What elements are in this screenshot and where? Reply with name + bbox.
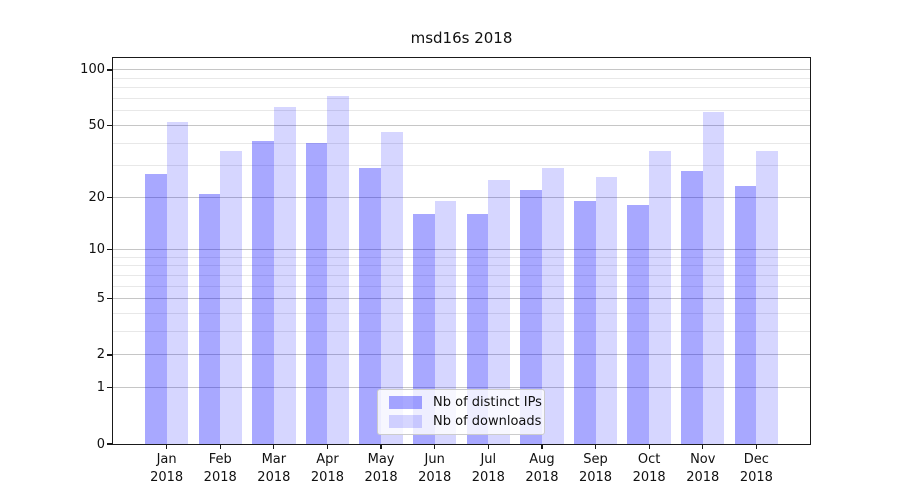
- bar-downloads-jan: [166, 122, 189, 444]
- bar-downloads-feb: [220, 151, 242, 444]
- y-tick-label: 100: [80, 62, 105, 78]
- y-tick-mark: [107, 387, 113, 389]
- legend-swatch-downloads: [389, 415, 422, 428]
- bar-downloads-jun: [434, 201, 457, 444]
- gridline-minor: [113, 331, 810, 333]
- y-tick-label: 5: [96, 291, 105, 307]
- x-tick-mark: [434, 444, 436, 449]
- x-tick-label: Jun 2018: [418, 452, 452, 485]
- x-tick-mark: [219, 444, 221, 449]
- y-tick-label: 2: [96, 347, 105, 363]
- gridline-minor: [113, 87, 810, 89]
- x-tick-mark: [541, 444, 543, 449]
- gridline-minor: [113, 256, 810, 258]
- x-tick-mark: [755, 444, 758, 449]
- x-tick-label: Apr 2018: [310, 452, 344, 485]
- bar-ips-may: [359, 168, 382, 444]
- x-tick-label: Aug 2018: [525, 452, 559, 485]
- x-tick-mark: [326, 444, 329, 449]
- gridline-major: [113, 196, 810, 198]
- y-tick-mark: [107, 249, 113, 251]
- bar-downloads-mar: [273, 106, 296, 444]
- y-tick-mark: [107, 443, 113, 445]
- y-tick-label: 0: [96, 436, 105, 452]
- gridline-minor: [113, 142, 810, 144]
- x-tick-label: Mar 2018: [257, 452, 291, 485]
- chart-title: msd16s 2018: [410, 29, 513, 47]
- x-tick-label: Oct 2018: [632, 452, 666, 485]
- gridline-minor: [113, 285, 810, 287]
- x-tick-label: Jan 2018: [150, 452, 184, 485]
- bar-ips-mar: [252, 141, 274, 444]
- legend: Nb of distinct IPs Nb of downloads: [377, 389, 545, 435]
- bar-downloads-apr: [327, 96, 350, 444]
- y-tick-mark: [107, 69, 113, 71]
- bar-ips-sep: [573, 201, 596, 444]
- plot-area: Nb of distinct IPs Nb of downloads: [112, 57, 811, 445]
- bar-downloads-oct: [649, 151, 671, 444]
- y-tick-label: 1: [96, 380, 105, 396]
- y-tick-label: 20: [88, 189, 105, 205]
- legend-entry-downloads: Nb of downloads: [389, 414, 544, 429]
- legend-label-downloads: Nb of downloads: [433, 414, 542, 429]
- bar-downloads-nov: [702, 112, 725, 444]
- x-tick-label: Sep 2018: [578, 452, 613, 485]
- gridline-major: [113, 298, 810, 300]
- x-tick-mark: [487, 444, 489, 449]
- gridline-major: [113, 387, 810, 389]
- x-tick-mark: [648, 444, 650, 449]
- gridline-minor: [113, 313, 810, 315]
- legend-swatch-distinct-ips: [389, 396, 422, 409]
- bar-downloads-sep: [595, 176, 618, 444]
- x-tick-mark: [594, 444, 597, 449]
- gridline-minor: [113, 110, 810, 112]
- x-tick-label: May 2018: [364, 452, 398, 485]
- legend-entry-distinct-ips: Nb of distinct IPs: [389, 395, 544, 410]
- bar-downloads-aug: [541, 168, 564, 444]
- bar-downloads-may: [381, 131, 403, 444]
- bar-ips-oct: [627, 205, 650, 444]
- legend-label-distinct-ips: Nb of distinct IPs: [433, 395, 542, 410]
- bar-ips-jun: [412, 214, 435, 444]
- x-tick-label: Feb 2018: [203, 452, 237, 485]
- bar-ips-dec: [734, 186, 757, 444]
- x-tick-label: Dec 2018: [739, 452, 773, 485]
- y-tick-mark: [107, 196, 113, 198]
- bar-ips-apr: [305, 143, 328, 444]
- y-tick-mark: [107, 124, 113, 126]
- gridline-major: [113, 69, 810, 71]
- y-tick-mark: [107, 298, 113, 300]
- y-tick-mark: [107, 354, 113, 356]
- bar-ips-jul: [466, 214, 489, 444]
- gridline-minor: [113, 265, 810, 267]
- bar-ips-jan: [144, 173, 167, 444]
- x-tick-mark: [165, 444, 168, 449]
- x-tick-label: Nov 2018: [686, 452, 720, 485]
- gridline-minor: [113, 165, 810, 167]
- bar-ips-feb: [198, 193, 221, 444]
- gridline-major: [113, 124, 810, 126]
- y-tick-label: 50: [88, 117, 105, 133]
- gridline-major: [113, 249, 810, 251]
- bar-ips-nov: [681, 171, 703, 444]
- bar-downloads-dec: [756, 151, 779, 444]
- y-tick-label: 10: [88, 242, 105, 258]
- gridline-major: [113, 354, 810, 356]
- gridline-minor: [113, 98, 810, 100]
- x-tick-mark: [273, 444, 275, 449]
- bar-downloads-jul: [488, 179, 510, 444]
- x-tick-mark: [702, 444, 704, 449]
- gridline-minor: [113, 274, 810, 276]
- gridline-minor: [113, 77, 810, 79]
- x-tick-label: Jul 2018: [471, 452, 505, 485]
- x-tick-mark: [380, 444, 382, 449]
- bar-ips-aug: [520, 189, 542, 444]
